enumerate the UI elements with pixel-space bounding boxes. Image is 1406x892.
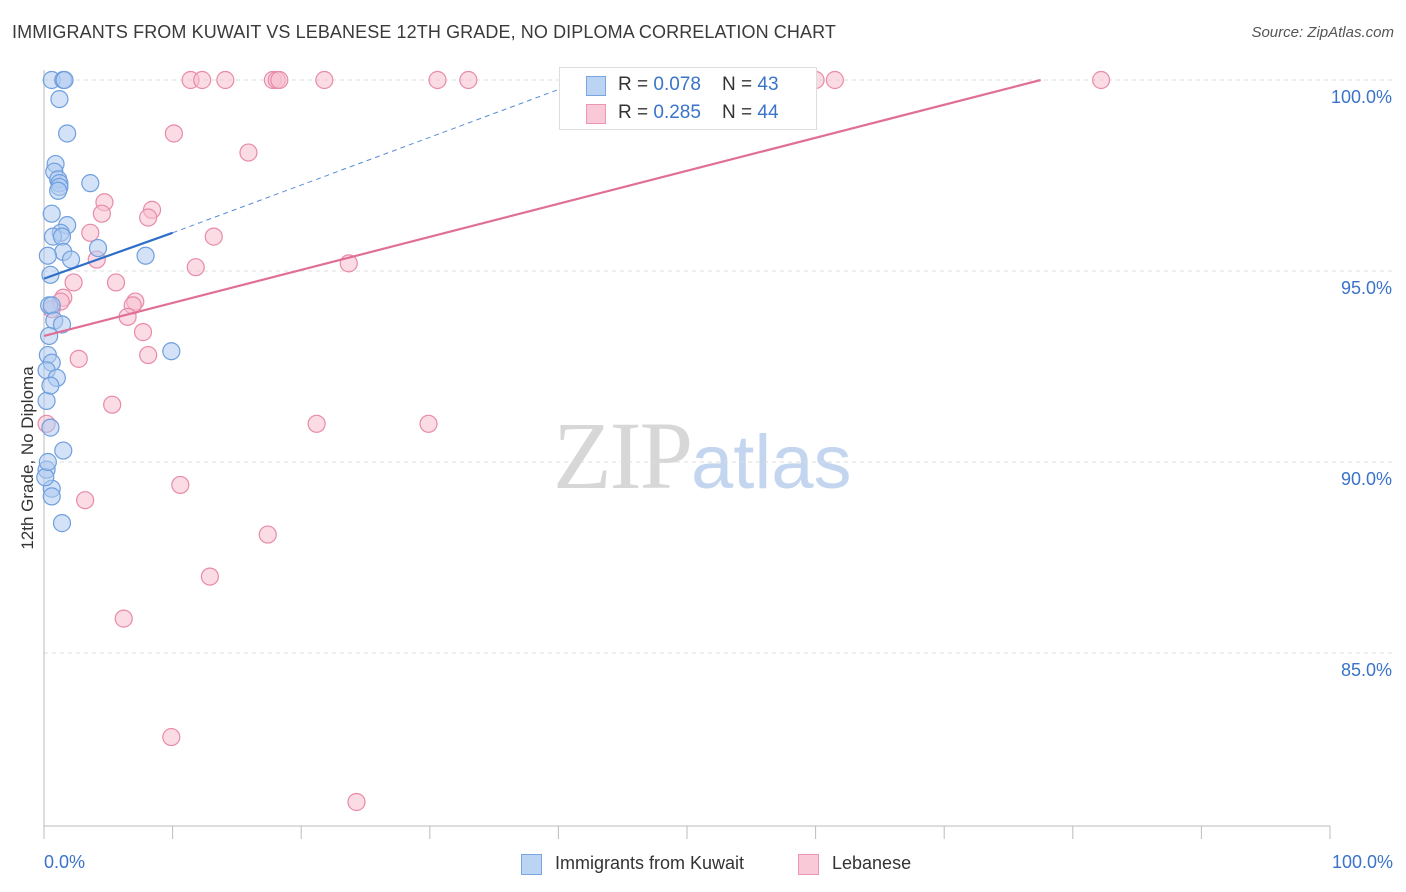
data-point: [88, 238, 108, 258]
chart-title: IMMIGRANTS FROM KUWAIT VS LEBANESE 12TH …: [12, 22, 836, 42]
data-point: [258, 525, 277, 544]
data-point: [52, 315, 72, 334]
data-point: [58, 124, 77, 143]
legend-swatch-pink: [586, 104, 606, 124]
data-point: [38, 452, 57, 472]
data-point: [307, 414, 326, 433]
data-point: [38, 246, 57, 265]
watermark: ZIPatlas: [553, 400, 852, 511]
data-point: [239, 143, 258, 162]
legend-label: Lebanese: [832, 853, 912, 873]
series-kuwait-points: [36, 70, 181, 533]
data-point: [42, 487, 61, 506]
correlation-legend: R = 0.078 N = 43 R = 0.285 N = 44: [559, 67, 817, 130]
data-point: [52, 227, 72, 246]
data-point: [164, 124, 183, 143]
y-tick-label: 100.0%: [1330, 87, 1392, 107]
data-point: [825, 70, 844, 90]
data-point: [193, 70, 212, 90]
r-value: 0.285: [653, 102, 701, 123]
data-point: [55, 70, 74, 90]
data-point: [347, 792, 366, 812]
data-point: [315, 70, 334, 90]
data-point: [216, 70, 235, 90]
data-point: [41, 265, 60, 284]
data-point: [114, 609, 133, 628]
data-point: [428, 70, 447, 90]
data-point: [103, 395, 122, 414]
trendline-kuwait: [43, 231, 173, 280]
y-tick-label: 85.0%: [1340, 660, 1392, 680]
n-value: 43: [757, 74, 779, 95]
data-point: [49, 181, 68, 200]
data-point: [37, 391, 56, 410]
data-point: [200, 567, 219, 586]
y-tick-label: 90.0%: [1340, 469, 1392, 489]
data-point: [40, 326, 59, 346]
data-point: [42, 296, 61, 315]
x-tick-label-max: 100.0%: [1331, 852, 1393, 872]
data-point: [133, 323, 153, 342]
data-point: [162, 727, 181, 747]
data-point: [162, 342, 181, 361]
data-point: [36, 468, 55, 487]
data-point: [69, 349, 88, 368]
trend-lines: [43, 78, 1041, 338]
data-point: [204, 227, 223, 246]
data-point: [42, 204, 61, 223]
legend-swatch-pink: [798, 854, 819, 875]
legend-swatch-blue: [521, 854, 542, 875]
legend-stats: R = 0.285 N = 44: [618, 102, 779, 123]
y-tick-label: 95.0%: [1340, 278, 1392, 298]
data-point: [61, 250, 81, 269]
data-point: [92, 204, 111, 223]
data-point: [139, 345, 158, 365]
data-point: [270, 70, 289, 90]
n-value: 44: [757, 102, 779, 123]
data-point: [136, 246, 155, 265]
data-point: [171, 475, 190, 495]
data-point: [41, 418, 60, 437]
data-point: [419, 414, 438, 433]
data-point: [50, 89, 69, 109]
legend-swatch-blue: [586, 76, 606, 96]
data-point: [106, 273, 126, 292]
data-point: [81, 174, 100, 193]
legend-label: Immigrants from Kuwait: [555, 853, 745, 873]
data-point: [186, 258, 205, 277]
data-point: [41, 376, 60, 395]
x-tick-label-min: 0.0%: [44, 852, 86, 872]
data-point: [1091, 70, 1111, 90]
data-point: [76, 491, 95, 510]
watermark-zip: ZIP: [553, 402, 693, 509]
r-value: 0.078: [653, 74, 701, 95]
series-lebanese-points: [37, 70, 1111, 812]
data-point: [459, 70, 478, 90]
source-attribution: Source: ZipAtlas.com: [1251, 24, 1394, 41]
trendline-kuwait-extension: [172, 79, 585, 234]
data-point: [64, 273, 83, 292]
trendline-lebanese: [43, 78, 1041, 338]
legend-stats: R = 0.078 N = 43: [618, 74, 779, 95]
grid-lines: [44, 79, 1392, 654]
data-point: [81, 223, 100, 242]
data-point: [139, 208, 158, 227]
data-point: [54, 441, 73, 460]
data-point: [52, 514, 72, 533]
axes: [43, 70, 1331, 839]
